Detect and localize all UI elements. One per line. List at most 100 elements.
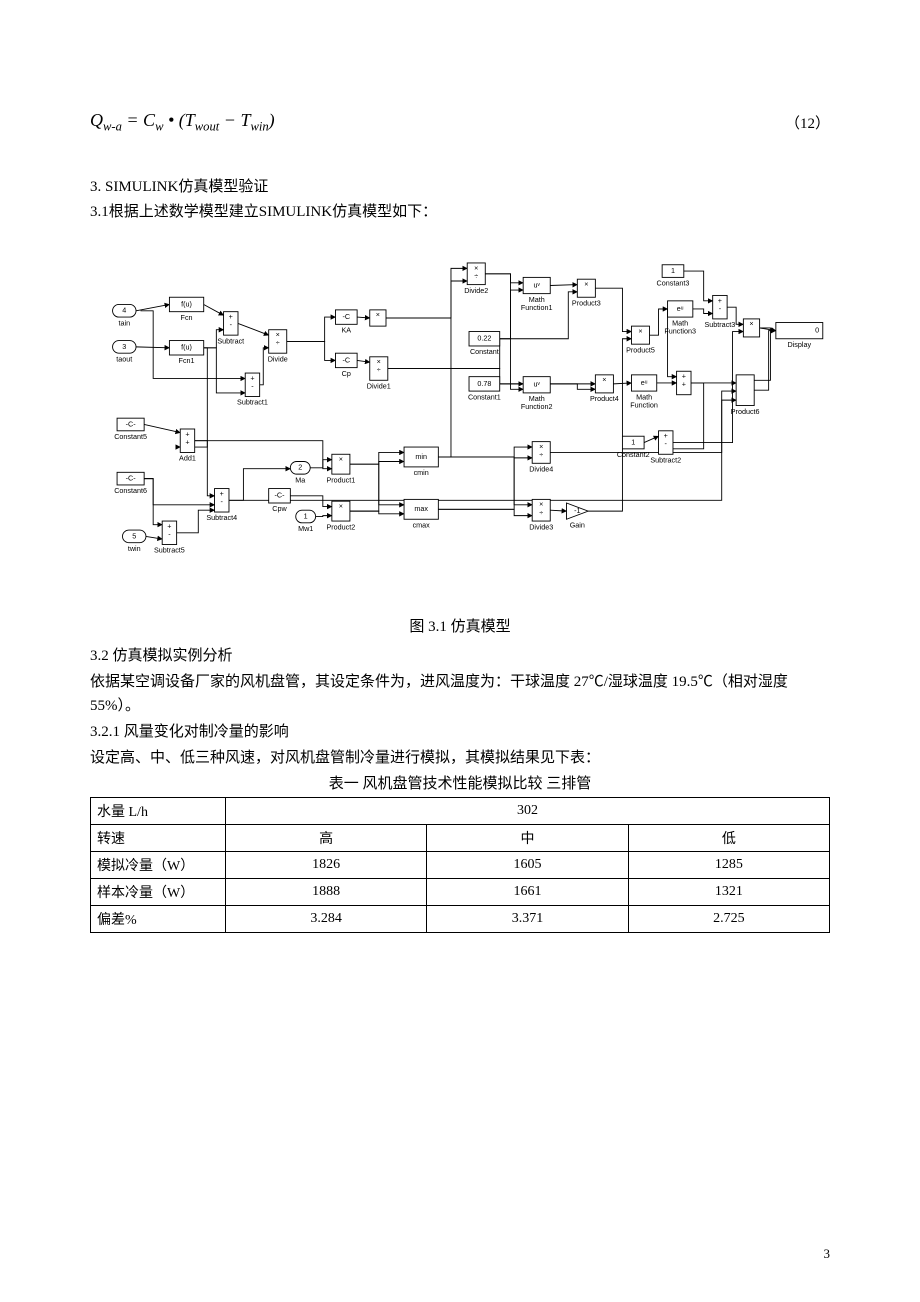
svg-text:Cpw: Cpw: [272, 504, 287, 513]
table-row: 模拟冷量（W） 1826 1605 1285: [91, 851, 830, 878]
simulink-diagram: 4 tain 3 taout -C- Constant5 -C- Constant6 5 twin…: [90, 254, 830, 609]
svg-text:×: ×: [376, 310, 380, 319]
svg-text:Constant3: Constant3: [657, 278, 690, 287]
svg-text:cmin: cmin: [414, 468, 429, 477]
cell: 1661: [427, 878, 628, 905]
svg-text:Subtract5: Subtract5: [154, 545, 185, 554]
paragraph-2: 设定高、中、低三种风速，对风机盘管制冷量进行模拟，其模拟结果见下表：: [90, 746, 830, 770]
svg-text:1: 1: [671, 266, 675, 275]
svg-text:max: max: [414, 504, 428, 513]
svg-text:×: ×: [339, 501, 343, 510]
svg-text:Divide3: Divide3: [529, 522, 553, 531]
svg-text:eᵘ: eᵘ: [641, 377, 648, 386]
cell: 1321: [628, 878, 829, 905]
cell: 高: [226, 824, 427, 851]
svg-text:Cp: Cp: [342, 368, 351, 377]
svg-text:Product2: Product2: [326, 522, 355, 531]
table-row: 样本冷量（W） 1888 1661 1321: [91, 878, 830, 905]
svg-text:Constant2: Constant2: [617, 450, 650, 459]
svg-text:eᵘ: eᵘ: [677, 303, 684, 312]
cell: 1605: [427, 851, 628, 878]
svg-text:Subtract4: Subtract4: [206, 513, 237, 522]
table-row: 水量 L/h 302: [91, 797, 830, 824]
svg-text:-C-: -C-: [126, 473, 137, 482]
svg-text:Constant1: Constant1: [468, 392, 501, 401]
svg-text:Mw1: Mw1: [298, 524, 313, 533]
svg-text:÷: ÷: [377, 365, 381, 374]
svg-text:Function2: Function2: [521, 402, 553, 411]
cell: 1285: [628, 851, 829, 878]
cell: 3.284: [226, 905, 427, 932]
svg-text:÷: ÷: [276, 338, 280, 347]
svg-text:tain: tain: [118, 318, 130, 327]
table-row: 转速 高 中 低: [91, 824, 830, 851]
cell: 样本冷量（W）: [91, 878, 226, 905]
svg-text:Function3: Function3: [664, 326, 696, 335]
svg-text:Add1: Add1: [179, 453, 196, 462]
svg-text:×: ×: [602, 375, 606, 384]
heading-3-2: 3.2 仿真模拟实例分析: [90, 644, 830, 668]
page-number: 3: [824, 1246, 831, 1262]
svg-text:÷: ÷: [474, 271, 478, 280]
heading-3-2-1: 3.2.1 风量变化对制冷量的影响: [90, 720, 830, 744]
equation-12: Qw-a = Cw • (Twout − Twin): [90, 110, 275, 135]
svg-text:0.78: 0.78: [477, 378, 491, 387]
svg-text:KA: KA: [341, 325, 351, 334]
heading-3: 3. SIMULINK仿真模型验证: [90, 175, 830, 196]
svg-text:Product6: Product6: [731, 406, 760, 415]
svg-text:1: 1: [631, 437, 635, 446]
svg-text:-1: -1: [574, 506, 580, 515]
svg-text:Fcn1: Fcn1: [179, 356, 195, 365]
cell: 2.725: [628, 905, 829, 932]
svg-text:4: 4: [122, 305, 126, 314]
cell: 302: [226, 797, 830, 824]
cell: 模拟冷量（W）: [91, 851, 226, 878]
svg-text:-C-: -C-: [126, 419, 137, 428]
svg-text:×: ×: [638, 326, 642, 335]
svg-text:1: 1: [304, 511, 308, 520]
cell: 1888: [226, 878, 427, 905]
heading-3-1: 3.1根据上述数学模型建立SIMULINK仿真模型如下：: [90, 200, 830, 224]
svg-text:-C: -C: [342, 312, 350, 321]
paragraph-1: 依据某空调设备厂家的风机盘管，其设定条件为，进风温度为：干球温度 27℃/湿球温…: [90, 670, 830, 718]
cell: 偏差%: [91, 905, 226, 932]
cell: 低: [628, 824, 829, 851]
svg-text:twin: twin: [128, 544, 141, 553]
cell: 3.371: [427, 905, 628, 932]
svg-text:Ma: Ma: [295, 475, 305, 484]
svg-text:Product4: Product4: [590, 394, 619, 403]
cell: 1826: [226, 851, 427, 878]
svg-text:0.22: 0.22: [477, 333, 491, 342]
cell: 水量 L/h: [91, 797, 226, 824]
svg-text:2: 2: [298, 462, 302, 471]
svg-text:Product1: Product1: [326, 475, 355, 484]
svg-text:f(u): f(u): [181, 299, 192, 308]
equation-row: Qw-a = Cw • (Twout − Twin) （12）: [90, 110, 830, 135]
svg-text:3: 3: [122, 341, 126, 350]
svg-text:÷: ÷: [539, 507, 543, 516]
svg-text:×: ×: [584, 279, 588, 288]
svg-text:+: +: [185, 437, 189, 446]
equation-number: （12）: [785, 112, 830, 133]
svg-text:Fcn: Fcn: [181, 313, 193, 322]
svg-text:5: 5: [132, 531, 136, 540]
svg-text:+: +: [682, 379, 686, 388]
svg-text:Constant5: Constant5: [114, 432, 147, 441]
svg-text:min: min: [415, 451, 427, 460]
svg-text:×: ×: [749, 319, 753, 328]
svg-text:f(u): f(u): [181, 342, 192, 351]
svg-text:cmax: cmax: [413, 520, 431, 529]
cell: 转速: [91, 824, 226, 851]
svg-text:×: ×: [339, 454, 343, 463]
svg-text:Function1: Function1: [521, 303, 553, 312]
svg-text:Function: Function: [630, 400, 658, 409]
svg-text:Subtract1: Subtract1: [237, 397, 268, 406]
svg-text:Constant6: Constant6: [114, 486, 147, 495]
svg-text:Gain: Gain: [570, 520, 585, 529]
svg-text:Product3: Product3: [572, 298, 601, 307]
svg-text:Constant: Constant: [470, 347, 499, 356]
svg-text:Subtract: Subtract: [217, 336, 244, 345]
svg-text:Display: Display: [788, 340, 812, 349]
svg-text:taout: taout: [116, 354, 132, 363]
svg-text:uᵛ: uᵛ: [534, 379, 541, 388]
